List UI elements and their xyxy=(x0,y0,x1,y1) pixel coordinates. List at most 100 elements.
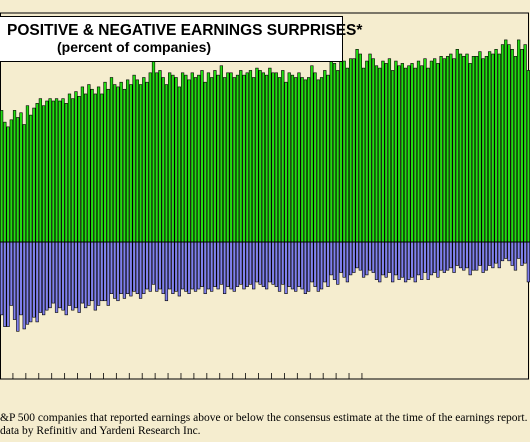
negative-surprise-bar xyxy=(113,241,117,299)
positive-surprise-bar xyxy=(19,112,23,243)
positive-surprise-bar xyxy=(177,86,181,243)
positive-surprise-bar xyxy=(368,53,372,243)
positive-surprise-bar xyxy=(58,100,62,243)
negative-surprise-bar xyxy=(394,241,398,276)
positive-surprise-bar xyxy=(497,53,501,243)
positive-surprise-bar xyxy=(271,72,275,243)
positive-surprise-bar xyxy=(242,74,246,243)
negative-surprise-bar xyxy=(433,241,437,273)
negative-surprise-bar xyxy=(504,241,508,259)
positive-surprise-bar xyxy=(252,77,256,243)
negative-surprise-bar xyxy=(410,241,414,278)
negative-surprise-bar xyxy=(71,241,75,311)
negative-surprise-bar xyxy=(90,241,94,302)
negative-surprise-bar xyxy=(323,241,327,283)
negative-surprise-bar xyxy=(329,241,333,276)
positive-surprise-bar xyxy=(452,58,456,243)
negative-surprise-bar xyxy=(248,241,253,285)
positive-surprise-bar xyxy=(277,77,282,243)
positive-surprise-bar xyxy=(504,39,508,243)
chart-title: POSITIVE & NEGATIVE EARNINGS SURPRISES* xyxy=(7,22,363,39)
negative-surprise-bar xyxy=(445,241,450,271)
positive-surprise-bar xyxy=(316,79,320,243)
negative-surprise-bar xyxy=(274,241,278,287)
negative-surprise-bar xyxy=(513,241,518,271)
negative-surprise-bar xyxy=(145,241,149,290)
negative-surprise-bar xyxy=(148,241,152,292)
negative-surprise-bar xyxy=(368,241,372,271)
negative-surprise-bar xyxy=(442,241,446,273)
negative-surprise-bar xyxy=(41,241,46,316)
negative-surprise-bar xyxy=(64,241,68,316)
positive-surprise-bar xyxy=(513,56,518,243)
negative-surprise-bar xyxy=(197,241,201,290)
negative-surprise-bar xyxy=(84,241,88,309)
positive-surprise-bar xyxy=(378,67,382,243)
positive-surprise-bar xyxy=(16,117,20,243)
negative-surprise-bar xyxy=(297,241,301,287)
positive-surprise-bar xyxy=(352,58,356,243)
positive-surprise-bar xyxy=(248,70,253,243)
negative-surprise-bar xyxy=(132,241,136,292)
positive-surprise-bar xyxy=(71,98,75,243)
negative-surprise-bar xyxy=(171,241,175,295)
positive-surprise-bar xyxy=(203,81,207,243)
negative-surprise-bar xyxy=(184,241,188,292)
positive-surprise-bar xyxy=(484,56,488,243)
positive-surprise-bar xyxy=(41,105,46,243)
negative-surprise-bar xyxy=(487,241,492,266)
positive-surprise-bar xyxy=(122,88,127,243)
positive-surprise-bar xyxy=(264,74,269,243)
negative-surprise-bar xyxy=(407,241,411,280)
positive-surprise-bar xyxy=(355,48,359,243)
positive-surprise-bar xyxy=(106,88,110,243)
negative-surprise-bar xyxy=(371,241,375,273)
positive-surprise-bar xyxy=(54,98,59,243)
negative-surprise-bar xyxy=(12,241,17,320)
positive-surprise-bar xyxy=(32,107,36,243)
negative-surprise-bar xyxy=(284,241,288,295)
positive-surprise-bar xyxy=(38,98,43,243)
positive-surprise-bar xyxy=(180,72,185,243)
negative-surprise-bar xyxy=(35,241,39,323)
positive-surprise-bar xyxy=(164,84,169,243)
negative-surprise-bar xyxy=(384,241,388,278)
negative-surprise-bar xyxy=(400,241,404,278)
positive-surprise-bar xyxy=(410,63,414,243)
negative-surprise-bar xyxy=(174,241,178,292)
negative-surprise-bar xyxy=(103,241,107,302)
negative-surprise-bar xyxy=(287,241,291,287)
positive-surprise-bar xyxy=(61,98,65,243)
negative-surprise-bar xyxy=(203,241,207,295)
negative-surprise-bar xyxy=(158,241,162,290)
positive-surprise-bar xyxy=(168,72,172,243)
positive-surprise-bar xyxy=(306,77,311,243)
positive-surprise-bar xyxy=(25,105,30,243)
negative-surprise-bar xyxy=(281,241,285,285)
positive-surprise-bar xyxy=(439,56,443,243)
negative-surprise-bar xyxy=(416,241,421,276)
positive-surprise-bar xyxy=(145,81,149,243)
positive-surprise-bar xyxy=(235,74,240,243)
negative-surprise-bar xyxy=(19,241,23,316)
positive-surprise-bar xyxy=(442,58,446,243)
negative-surprise-bar xyxy=(436,241,440,278)
negative-surprise-bar xyxy=(426,241,430,280)
negative-surprise-bar xyxy=(510,241,514,266)
positive-surprise-bar xyxy=(445,56,450,243)
positive-surprise-bar xyxy=(187,79,191,243)
negative-surprise-bar xyxy=(420,241,424,280)
negative-surprise-bar xyxy=(100,241,104,302)
positive-surprise-bar xyxy=(22,124,26,243)
positive-surprise-bar xyxy=(0,110,4,243)
negative-surprise-bar xyxy=(29,241,33,323)
negative-surprise-bar xyxy=(481,241,485,273)
negative-surprise-bar xyxy=(122,241,127,299)
positive-surprise-bar xyxy=(126,79,130,243)
negative-surprise-bar xyxy=(387,241,392,273)
positive-surprise-bar xyxy=(96,86,101,243)
positive-surprise-bar xyxy=(84,93,88,243)
negative-surprise-bar xyxy=(190,241,194,290)
positive-surprise-bar xyxy=(342,60,346,243)
negative-surprise-bar xyxy=(462,241,466,271)
